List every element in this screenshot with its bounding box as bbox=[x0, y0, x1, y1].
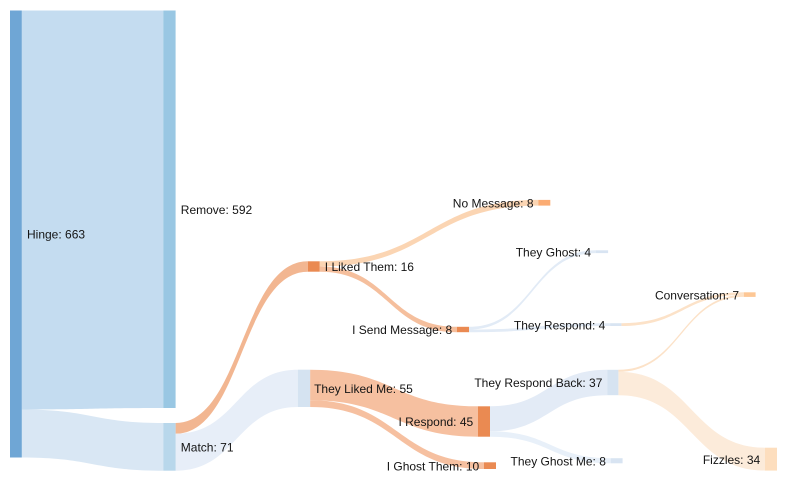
svg-text:I Send Message: 8: I Send Message: 8 bbox=[352, 323, 452, 337]
svg-text:Fizzles: 34: Fizzles: 34 bbox=[703, 453, 761, 467]
svg-text:I Liked Them: 16: I Liked Them: 16 bbox=[325, 260, 414, 274]
svg-text:Match: 71: Match: 71 bbox=[181, 441, 234, 455]
svg-text:They Ghost Me: 8: They Ghost Me: 8 bbox=[511, 454, 607, 468]
svg-text:No Message: 8: No Message: 8 bbox=[453, 196, 534, 210]
svg-text:They Ghost: 4: They Ghost: 4 bbox=[516, 245, 592, 259]
svg-text:They Respond: 4: They Respond: 4 bbox=[514, 318, 606, 332]
svg-text:They Liked Me: 55: They Liked Me: 55 bbox=[314, 382, 413, 396]
svg-text:Remove: 592: Remove: 592 bbox=[181, 203, 253, 217]
svg-text:They Respond Back: 37: They Respond Back: 37 bbox=[474, 376, 602, 390]
svg-text:Hinge: 663: Hinge: 663 bbox=[27, 228, 85, 242]
svg-text:I Ghost Them: 10: I Ghost Them: 10 bbox=[387, 459, 480, 473]
svg-text:Conversation: 7: Conversation: 7 bbox=[655, 288, 739, 302]
svg-text:I Respond: 45: I Respond: 45 bbox=[398, 415, 473, 429]
